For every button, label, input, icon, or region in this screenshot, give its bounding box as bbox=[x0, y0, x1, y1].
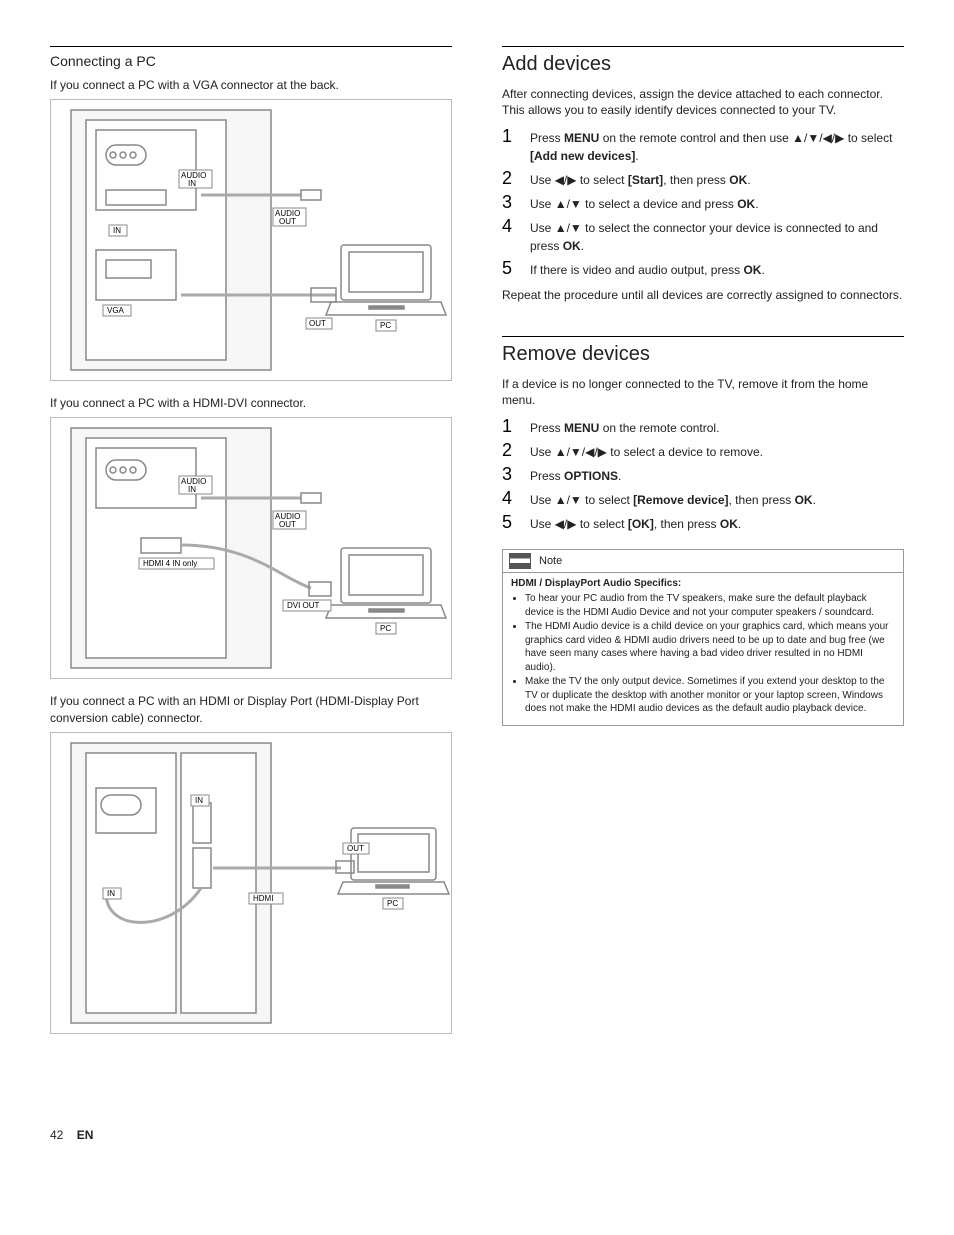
step-num: 3 bbox=[502, 464, 516, 485]
steps-remove-devices: 1 Press MENU on the remote control. 2 Us… bbox=[502, 416, 904, 533]
svg-text:OUT: OUT bbox=[309, 319, 326, 328]
heading-remove-devices: Remove devices bbox=[502, 343, 904, 366]
svg-text:PC: PC bbox=[387, 899, 398, 908]
para-hdmi-dp: If you connect a PC with an HDMI or Disp… bbox=[50, 693, 452, 725]
step-num: 2 bbox=[502, 440, 516, 461]
rule bbox=[502, 46, 904, 47]
step-num: 4 bbox=[502, 488, 516, 509]
step-body: Press MENU on the remote control. bbox=[530, 419, 719, 437]
para-hdmi-dvi: If you connect a PC with a HDMI-DVI conn… bbox=[50, 395, 452, 411]
para-remove-devices: If a device is no longer connected to th… bbox=[502, 376, 904, 408]
step-body: Use ◀/▶ to select [OK], then press OK. bbox=[530, 515, 741, 533]
figure-vga: AUDIOIN IN AUDIOOUT VGA OUT PC bbox=[50, 99, 452, 381]
note-item: To hear your PC audio from the TV speake… bbox=[525, 592, 895, 619]
step-body: Use ▲/▼/◀/▶ to select a device to remove… bbox=[530, 443, 763, 461]
page-lang: EN bbox=[77, 1128, 94, 1142]
svg-text:IN: IN bbox=[107, 889, 115, 898]
figure-hdmi-dp: IN IN OUT HDMI PC bbox=[50, 732, 452, 1034]
rule bbox=[50, 46, 452, 47]
note-icon bbox=[509, 553, 531, 569]
step-num: 1 bbox=[502, 416, 516, 437]
step-body: Use ◀/▶ to select [Start], then press OK… bbox=[530, 171, 751, 189]
svg-text:VGA: VGA bbox=[107, 306, 125, 315]
svg-text:IN: IN bbox=[195, 796, 203, 805]
note-box: Note HDMI / DisplayPort Audio Specifics:… bbox=[502, 549, 904, 726]
page-footer: 42 EN bbox=[50, 1128, 904, 1142]
step-num: 5 bbox=[502, 258, 516, 279]
svg-text:OUT: OUT bbox=[347, 844, 364, 853]
note-item: The HDMI Audio device is a child device … bbox=[525, 620, 895, 674]
step-body: Use ▲/▼ to select the connector your dev… bbox=[530, 219, 904, 255]
figure-hdmi-dvi: AUDIOIN AUDIOOUT HDMI 4 IN only DVI OUT … bbox=[50, 417, 452, 679]
para-add-devices: After connecting devices, assign the dev… bbox=[502, 86, 904, 118]
step-num: 5 bbox=[502, 512, 516, 533]
note-subhead: HDMI / DisplayPort Audio Specifics: bbox=[511, 578, 681, 589]
svg-text:DVI OUT: DVI OUT bbox=[287, 601, 320, 610]
left-column: Connecting a PC If you connect a PC with… bbox=[50, 40, 452, 1048]
svg-text:OUT: OUT bbox=[279, 217, 296, 226]
svg-text:HDMI 4 IN only: HDMI 4 IN only bbox=[143, 559, 197, 568]
step-num: 4 bbox=[502, 216, 516, 237]
step-body: Press OPTIONS. bbox=[530, 467, 621, 485]
note-header: Note bbox=[503, 550, 903, 573]
svg-text:IN: IN bbox=[188, 485, 196, 494]
right-column: Add devices After connecting devices, as… bbox=[502, 40, 904, 1048]
steps-add-devices: 1 Press MENU on the remote control and t… bbox=[502, 126, 904, 279]
heading-add-devices: Add devices bbox=[502, 53, 904, 76]
step-num: 1 bbox=[502, 126, 516, 147]
svg-text:IN: IN bbox=[188, 179, 196, 188]
step-body: If there is video and audio output, pres… bbox=[530, 261, 765, 279]
step-body: Use ▲/▼ to select [Remove device], then … bbox=[530, 491, 816, 509]
note-body: HDMI / DisplayPort Audio Specifics: To h… bbox=[503, 573, 903, 725]
note-item: Make the TV the only output device. Some… bbox=[525, 675, 895, 716]
step-body: Press MENU on the remote control and the… bbox=[530, 129, 904, 165]
para-repeat: Repeat the procedure until all devices a… bbox=[502, 287, 904, 303]
note-label: Note bbox=[539, 554, 562, 569]
page-number: 42 bbox=[50, 1128, 63, 1142]
svg-text:PC: PC bbox=[380, 321, 391, 330]
page: Connecting a PC If you connect a PC with… bbox=[50, 40, 904, 1048]
heading-connecting-pc: Connecting a PC bbox=[50, 53, 452, 69]
svg-text:HDMI: HDMI bbox=[253, 894, 273, 903]
step-num: 2 bbox=[502, 168, 516, 189]
rule bbox=[502, 336, 904, 337]
para-vga: If you connect a PC with a VGA connector… bbox=[50, 77, 452, 93]
step-body: Use ▲/▼ to select a device and press OK. bbox=[530, 195, 759, 213]
svg-text:PC: PC bbox=[380, 624, 391, 633]
step-num: 3 bbox=[502, 192, 516, 213]
svg-text:OUT: OUT bbox=[279, 520, 296, 529]
svg-text:IN: IN bbox=[113, 226, 121, 235]
